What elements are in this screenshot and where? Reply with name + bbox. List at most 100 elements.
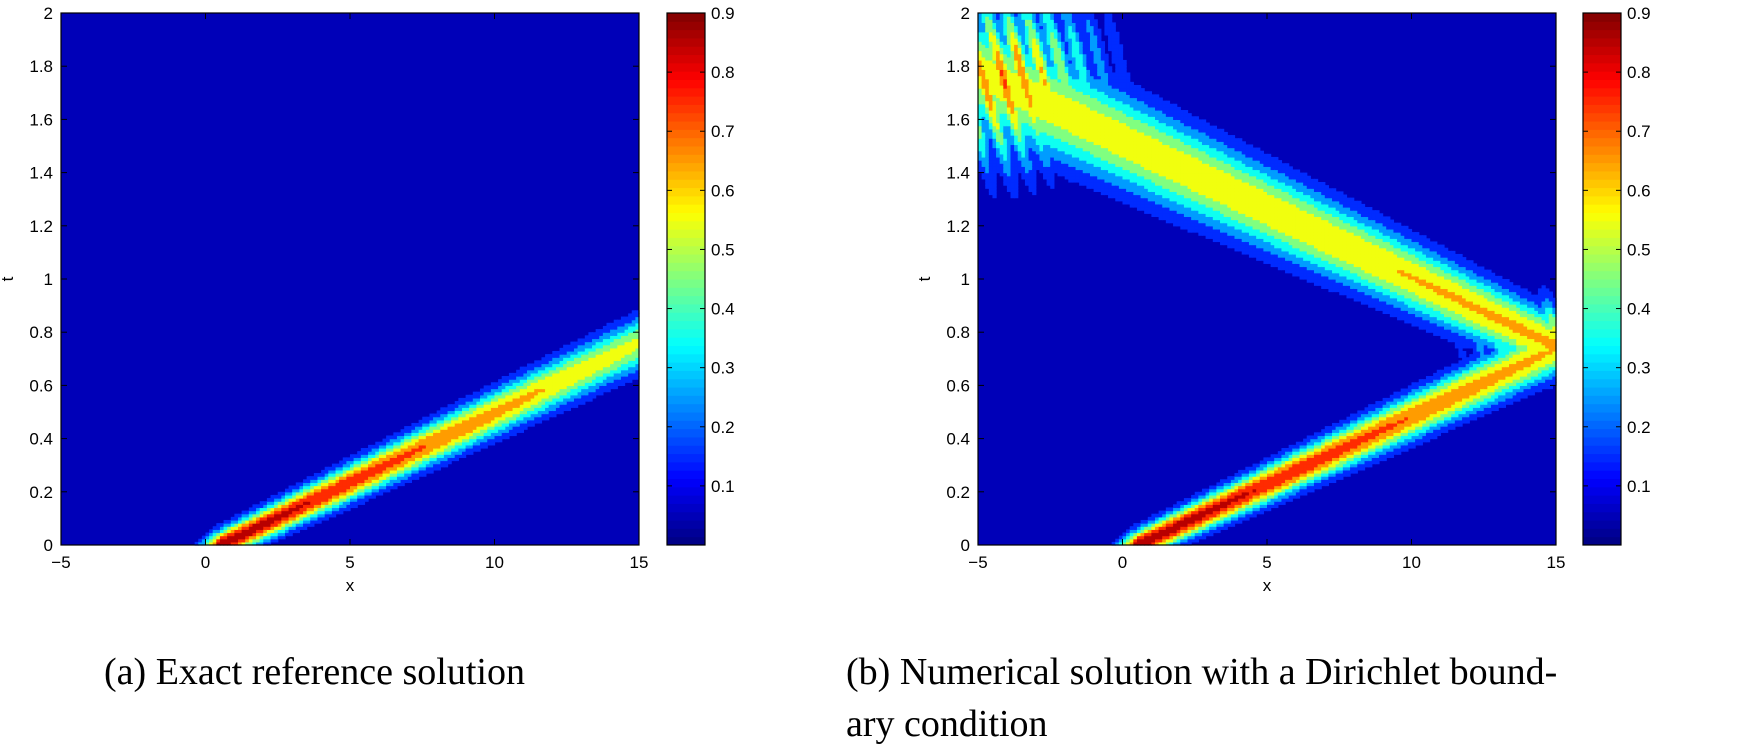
contour-cell (256, 523, 261, 527)
contour-cell (346, 485, 351, 490)
contour-cell (487, 401, 492, 405)
contour-cell (978, 41, 983, 45)
contour-cell (331, 482, 337, 487)
contour-cell (407, 429, 413, 433)
contour-cell (606, 382, 611, 386)
contour-cell (1057, 59, 1062, 64)
contour-cell (386, 466, 391, 471)
contour-cell (1147, 122, 1152, 127)
contour-cell (996, 75, 1001, 80)
contour-cell (299, 526, 304, 530)
contour-cell (447, 444, 452, 449)
contour-cell (606, 366, 611, 371)
contour-cell (548, 382, 553, 386)
contour-cell (1053, 19, 1059, 23)
contour-cell (461, 422, 467, 427)
contour-cell (274, 526, 279, 530)
contour-cell (476, 410, 481, 415)
contour-cell (1129, 125, 1134, 130)
contour-cell (1111, 22, 1116, 27)
contour-cell (1014, 44, 1019, 49)
contour-cell (292, 501, 297, 505)
contour-cell (555, 350, 561, 355)
contour-cell (1064, 28, 1069, 33)
contour-cell (324, 466, 329, 471)
contour-cell (1151, 207, 1156, 211)
contour-cell (588, 397, 593, 402)
contour-cell (321, 513, 326, 518)
contour-cell (581, 369, 586, 374)
contour-cell (992, 44, 997, 49)
contour-cell (1151, 113, 1156, 117)
contour-cell (620, 366, 626, 371)
contour-cell (996, 131, 1001, 136)
contour-cell (1162, 210, 1167, 214)
contour-cell (1050, 150, 1055, 155)
contour-cell (454, 432, 459, 437)
contour-cell (996, 53, 1001, 58)
contour-cell (386, 435, 391, 440)
contour-cell (592, 350, 597, 355)
contour-cell (1028, 150, 1033, 155)
contour-cell (1032, 131, 1037, 136)
contour-cell (346, 498, 351, 502)
contour-cell (1010, 119, 1015, 124)
contour-cell (1147, 207, 1152, 211)
contour-cell (422, 416, 427, 421)
contour-cell (988, 22, 994, 27)
contour-cell (999, 116, 1004, 120)
contour-cell (443, 451, 449, 455)
contour-cell (1155, 532, 1160, 537)
contour-cell (1122, 141, 1127, 146)
contour-cell (1043, 75, 1048, 80)
contour-cell (978, 131, 983, 136)
contour-cell (606, 369, 611, 374)
contour-cell (1075, 53, 1080, 58)
contour-cell (1032, 59, 1037, 64)
contour-cell (1104, 147, 1109, 152)
contour-cell (248, 507, 254, 512)
contour-cell (570, 391, 575, 396)
contour-cell (1086, 16, 1091, 20)
contour-cell (1122, 156, 1127, 161)
contour-cell (1115, 72, 1120, 77)
contour-cell (978, 38, 983, 42)
contour-cell (1079, 88, 1084, 92)
contour-cell (436, 441, 441, 446)
contour-cell (570, 360, 575, 365)
contour-cell (1050, 63, 1055, 67)
contour-cell (1147, 119, 1152, 124)
contour-cell (1144, 128, 1149, 133)
contour-cell (1039, 153, 1044, 158)
contour-cell (1122, 200, 1127, 205)
contour-cell (1068, 13, 1073, 17)
contour-cell (1057, 81, 1062, 86)
contour-cell (1104, 144, 1109, 149)
contour-cell (548, 379, 553, 383)
contour-cell (1126, 163, 1131, 167)
contour-cell (1046, 38, 1051, 42)
contour-cell (1108, 163, 1113, 167)
contour-cell (1158, 526, 1163, 530)
contour-cell (999, 47, 1004, 52)
contour-cell (1108, 138, 1113, 142)
contour-cell (1118, 81, 1124, 86)
contour-cell (418, 444, 423, 449)
contour-cell (277, 535, 282, 540)
contour-cell (1057, 166, 1062, 171)
contour-cell (252, 519, 257, 524)
contour-cell (321, 501, 326, 505)
contour-cell (1010, 163, 1015, 167)
contour-cell (1104, 53, 1109, 58)
contour-cell (1129, 113, 1134, 117)
contour-cell (555, 397, 561, 402)
contour-cell (1057, 144, 1062, 149)
contour-cell (599, 369, 604, 374)
contour-cell (606, 344, 611, 349)
contour-cell (1100, 160, 1106, 164)
contour-cell (1050, 113, 1055, 117)
colorbar-segment (667, 320, 705, 330)
contour-cell (1006, 119, 1012, 124)
contour-cell (1039, 25, 1044, 30)
contour-cell (1028, 78, 1033, 83)
